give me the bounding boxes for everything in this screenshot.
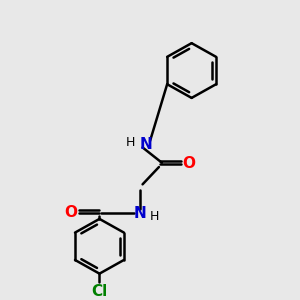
Text: N: N xyxy=(139,136,152,152)
Text: H: H xyxy=(150,209,159,223)
Text: Cl: Cl xyxy=(91,284,108,299)
Text: O: O xyxy=(64,205,77,220)
Text: N: N xyxy=(133,206,146,220)
Text: O: O xyxy=(182,156,195,171)
Text: H: H xyxy=(126,136,135,149)
